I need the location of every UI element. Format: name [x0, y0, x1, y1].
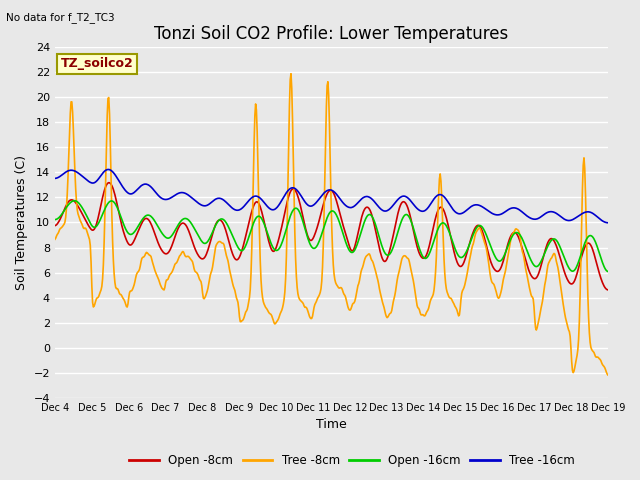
- Title: Tonzi Soil CO2 Profile: Lower Temperatures: Tonzi Soil CO2 Profile: Lower Temperatur…: [154, 24, 509, 43]
- Text: TZ_soilco2: TZ_soilco2: [60, 58, 133, 71]
- Y-axis label: Soil Temperatures (C): Soil Temperatures (C): [15, 155, 28, 290]
- Legend: Open -8cm, Tree -8cm, Open -16cm, Tree -16cm: Open -8cm, Tree -8cm, Open -16cm, Tree -…: [125, 449, 579, 472]
- Text: No data for f_T2_TC3: No data for f_T2_TC3: [6, 12, 115, 23]
- X-axis label: Time: Time: [316, 419, 347, 432]
